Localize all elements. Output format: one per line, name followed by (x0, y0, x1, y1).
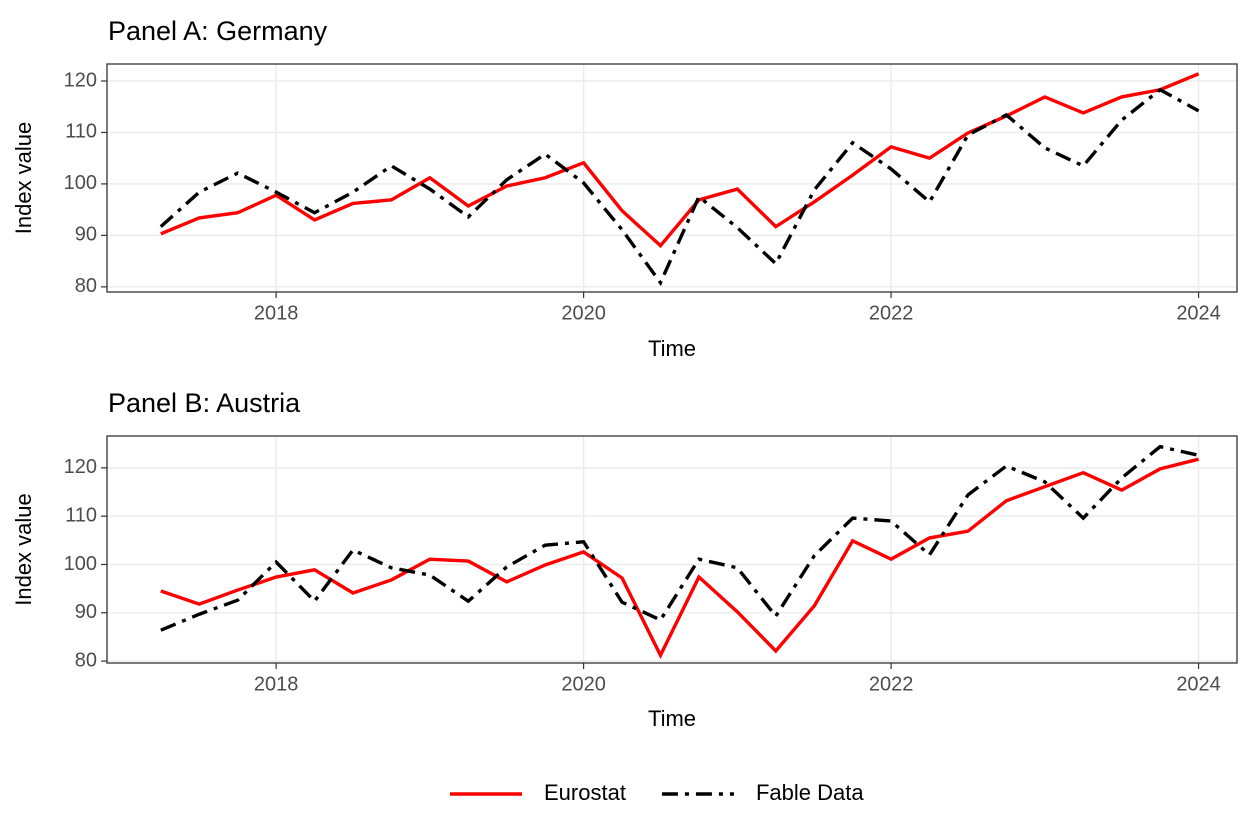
panel-background (107, 436, 1237, 663)
x-tick-label: 2024 (1176, 673, 1221, 695)
data-line (160, 72, 1200, 249)
y-tick-label: 120 (64, 69, 97, 91)
panel-title: Panel A: Germany (108, 16, 328, 46)
x-tick-label: 2018 (254, 302, 299, 324)
x-tick-label: 2022 (869, 673, 914, 695)
panel-border (106, 435, 1238, 664)
y-tick-label: 100 (64, 172, 97, 194)
legend-label: Eurostat (544, 780, 626, 805)
x-tick-label: 2024 (1176, 302, 1221, 324)
y-tick-label: 110 (65, 121, 97, 143)
y-axis-title: Index value (11, 122, 36, 235)
x-axis-title: Time (648, 336, 696, 361)
panel-border (106, 63, 1238, 293)
y-tick-label: 80 (75, 275, 97, 297)
y-tick-label: 90 (75, 224, 97, 246)
y-tick-label: 80 (75, 649, 97, 671)
x-axis-title: Time (648, 706, 696, 731)
y-tick-label: 120 (64, 456, 97, 478)
y-tick-label: 110 (65, 504, 97, 526)
x-tick-label: 2020 (561, 673, 606, 695)
data-line (160, 444, 1199, 632)
panel-title: Panel B: Austria (108, 388, 301, 418)
data-line (159, 87, 1200, 287)
panel-background (107, 64, 1237, 292)
x-tick-label: 2022 (869, 302, 914, 324)
x-tick-label: 2018 (254, 673, 299, 695)
legend-label: Fable Data (756, 780, 864, 805)
y-tick-label: 100 (64, 553, 97, 575)
y-axis-title: Index value (11, 493, 36, 606)
x-tick-label: 2020 (561, 302, 606, 324)
y-tick-label: 90 (75, 601, 97, 623)
data-line (160, 457, 1199, 660)
